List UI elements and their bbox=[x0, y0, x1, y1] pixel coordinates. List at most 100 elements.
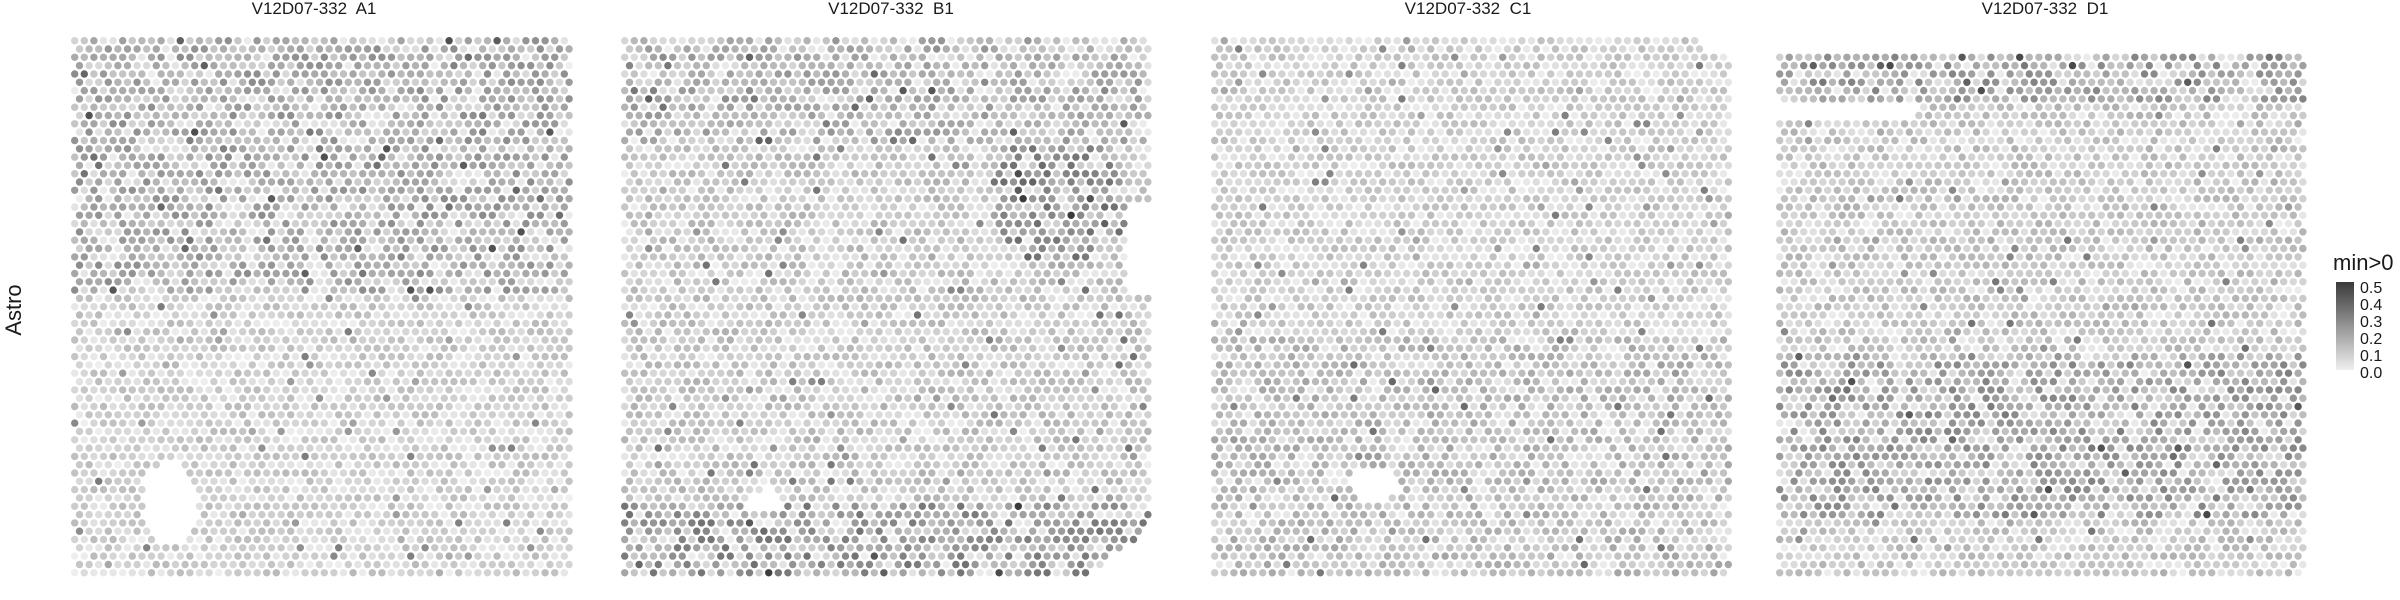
spot bbox=[248, 444, 256, 452]
spot bbox=[957, 253, 965, 261]
spot bbox=[635, 78, 643, 86]
spot bbox=[755, 186, 763, 194]
spot bbox=[445, 219, 453, 228]
spot bbox=[498, 344, 506, 352]
spot bbox=[162, 361, 170, 369]
spot bbox=[479, 161, 487, 170]
spot bbox=[822, 153, 830, 161]
spot bbox=[1000, 111, 1008, 120]
spot bbox=[325, 228, 333, 236]
spot bbox=[272, 153, 280, 161]
spot bbox=[157, 419, 165, 427]
spot bbox=[688, 219, 696, 228]
spot bbox=[861, 153, 869, 161]
spot bbox=[493, 203, 501, 211]
spot bbox=[1144, 78, 1152, 86]
spot bbox=[248, 294, 256, 303]
spot bbox=[861, 236, 869, 244]
spot bbox=[123, 128, 132, 136]
spot bbox=[445, 37, 453, 45]
spot bbox=[431, 294, 439, 303]
spot bbox=[215, 219, 223, 228]
spot bbox=[957, 103, 965, 111]
spot bbox=[224, 569, 232, 577]
spot bbox=[335, 294, 343, 303]
spot bbox=[546, 477, 554, 485]
spot bbox=[167, 436, 175, 444]
spot bbox=[392, 394, 400, 402]
spot bbox=[243, 186, 252, 194]
spot bbox=[123, 510, 132, 519]
spot bbox=[498, 510, 506, 519]
spot bbox=[167, 286, 175, 294]
spot bbox=[947, 70, 955, 78]
spot bbox=[258, 145, 266, 153]
spot bbox=[669, 286, 677, 294]
spot bbox=[243, 170, 252, 178]
spot bbox=[1101, 70, 1109, 78]
spot bbox=[138, 253, 146, 261]
spot bbox=[219, 178, 228, 186]
spot bbox=[479, 444, 487, 452]
spot bbox=[109, 120, 117, 128]
spot bbox=[493, 519, 501, 527]
spot bbox=[664, 211, 672, 219]
spot bbox=[474, 136, 482, 145]
spot bbox=[387, 186, 396, 194]
spot bbox=[133, 95, 141, 103]
spot bbox=[803, 86, 811, 95]
spot bbox=[186, 436, 194, 444]
spot bbox=[923, 178, 931, 186]
spot bbox=[512, 53, 520, 61]
spot bbox=[517, 510, 525, 519]
spot bbox=[726, 53, 734, 61]
spot bbox=[813, 70, 821, 78]
spot bbox=[536, 95, 544, 103]
spot bbox=[431, 61, 439, 70]
spot bbox=[114, 111, 122, 120]
spot bbox=[517, 427, 525, 436]
spot bbox=[109, 336, 117, 344]
spot bbox=[837, 211, 845, 219]
spot bbox=[181, 444, 189, 452]
spot bbox=[755, 269, 763, 278]
spot bbox=[841, 269, 850, 278]
spot bbox=[817, 211, 826, 219]
spot bbox=[565, 444, 573, 452]
spot bbox=[712, 278, 720, 286]
spot bbox=[455, 136, 463, 145]
spot bbox=[1014, 170, 1022, 178]
spot bbox=[846, 278, 854, 286]
spot bbox=[435, 569, 444, 577]
spot bbox=[445, 502, 453, 510]
spot bbox=[359, 319, 367, 328]
spot bbox=[147, 402, 156, 411]
spot bbox=[378, 436, 386, 444]
spot bbox=[119, 319, 127, 328]
spot bbox=[1014, 136, 1022, 145]
spot bbox=[229, 95, 237, 103]
spot bbox=[330, 103, 338, 111]
spot bbox=[219, 145, 228, 153]
spot bbox=[306, 111, 314, 120]
spot bbox=[195, 535, 204, 544]
spot bbox=[325, 111, 333, 120]
spot bbox=[498, 78, 506, 86]
spot bbox=[726, 153, 734, 161]
spot bbox=[282, 436, 290, 444]
spot bbox=[431, 361, 439, 369]
spot bbox=[263, 569, 271, 577]
spot bbox=[551, 352, 559, 361]
spot bbox=[894, 278, 902, 286]
spot bbox=[263, 103, 271, 111]
spot bbox=[1101, 269, 1109, 278]
spot bbox=[769, 195, 778, 203]
spot bbox=[445, 452, 453, 461]
spot bbox=[301, 519, 309, 527]
spot bbox=[128, 153, 136, 161]
spot bbox=[109, 485, 117, 494]
spot bbox=[133, 178, 141, 186]
spot bbox=[1024, 103, 1032, 111]
spot bbox=[186, 153, 194, 161]
spot bbox=[200, 377, 208, 386]
